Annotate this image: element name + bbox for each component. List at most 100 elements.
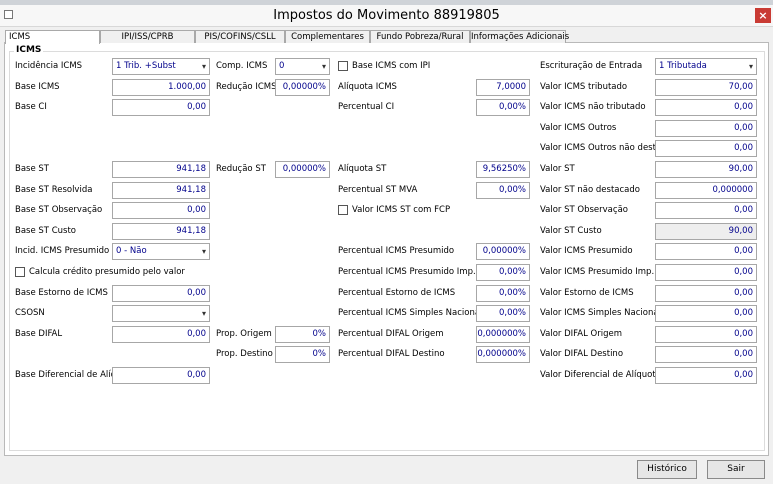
field-label: Percentual CI bbox=[338, 102, 395, 113]
text-field[interactable]: 0% bbox=[275, 325, 330, 343]
field-label: Base Diferencial de Alíq. bbox=[15, 370, 119, 380]
text-field[interactable]: 0,00% bbox=[476, 264, 530, 281]
field-label: Base CI bbox=[15, 102, 47, 113]
tab[interactable]: ICMS bbox=[5, 30, 100, 44]
text-field[interactable]: 0,00 bbox=[655, 284, 757, 302]
text-field[interactable]: 941,18 bbox=[112, 161, 210, 178]
field-label: Valor ST Observação bbox=[540, 205, 628, 216]
text-field[interactable]: 1.000,00 bbox=[112, 78, 210, 96]
text-field[interactable]: 0,000000% bbox=[476, 346, 530, 364]
field-label: CSOSN bbox=[15, 308, 45, 319]
field-label: Percentual Estorno de ICMS bbox=[338, 287, 456, 298]
field-label: Escrituração de Entrada bbox=[540, 61, 643, 71]
field-label: Valor ICMS Simples Nacional bbox=[540, 308, 661, 319]
tab[interactable]: IPI/ISS/CPRB bbox=[100, 30, 195, 43]
text-field[interactable]: 0,00 bbox=[655, 140, 757, 158]
text-field[interactable]: 0,00 bbox=[112, 99, 210, 117]
text-field[interactable]: 0,00 bbox=[655, 346, 757, 364]
text-field[interactable]: 0,00% bbox=[476, 99, 530, 117]
field-label: Percentual ST MVA bbox=[338, 184, 418, 195]
tab[interactable]: PIS/COFINS/CSLL bbox=[195, 30, 285, 43]
text-field[interactable]: 941,18 bbox=[112, 222, 210, 240]
text-field[interactable]: 0,00 bbox=[655, 325, 757, 343]
close-button[interactable]: × bbox=[755, 8, 771, 23]
text-field[interactable]: 0,00 bbox=[112, 325, 210, 343]
text-field[interactable]: 0,000000 bbox=[655, 181, 757, 199]
text-field[interactable]: 0,00 bbox=[655, 367, 757, 384]
field-label: Valor ICMS Outros bbox=[540, 122, 617, 133]
text-field[interactable]: 0,00 bbox=[112, 284, 210, 302]
text-field: 90,00 bbox=[655, 222, 757, 240]
field-label: Base DIFAL bbox=[15, 328, 63, 339]
field-label: Redução ST bbox=[216, 164, 266, 174]
text-field[interactable]: 90,00 bbox=[655, 161, 757, 178]
checkbox-label: Base ICMS com IPI bbox=[352, 61, 431, 71]
field-label: Base Estorno de ICMS bbox=[15, 287, 108, 298]
text-field[interactable]: 70,00 bbox=[655, 78, 757, 96]
text-field[interactable]: 0,00% bbox=[476, 284, 530, 302]
group-title: ICMS bbox=[14, 45, 44, 55]
text-field[interactable]: 0,00 bbox=[112, 367, 210, 384]
dropdown-arrow: ▾ bbox=[201, 309, 206, 319]
field-label: Valor ICMS não tributado bbox=[540, 102, 646, 113]
dropdown-arrow: ▾ bbox=[201, 247, 206, 257]
field-label: Valor ST Custo bbox=[540, 225, 602, 236]
text-field[interactable]: 7,0000 bbox=[476, 78, 530, 96]
parent-window-strip bbox=[0, 0, 773, 5]
button[interactable]: Histórico bbox=[637, 460, 697, 479]
window-icon bbox=[4, 10, 13, 19]
checkbox-label: Calcula crédito presumido pelo valor bbox=[29, 267, 185, 277]
field-label: Base ST Resolvida bbox=[15, 184, 93, 195]
field-label: Valor Estorno de ICMS bbox=[540, 287, 634, 298]
text-field[interactable]: 0,00 bbox=[655, 305, 757, 323]
field-label: Valor ICMS Presumido Imp. PR bbox=[540, 267, 668, 277]
dropdown[interactable]: 1 Trib. +Subst ▾ bbox=[112, 58, 210, 75]
field-label: Valor ICMS Outros não dest. bbox=[540, 143, 659, 154]
tab[interactable]: Fundo Pobreza/Rural bbox=[370, 30, 470, 43]
field-label: Base ICMS bbox=[15, 81, 60, 92]
field-label: Percentual DIFAL Destino bbox=[338, 349, 445, 360]
tab[interactable]: Informações Adicionais bbox=[470, 30, 570, 43]
text-field[interactable]: 0,00000% bbox=[275, 161, 330, 178]
field-label: Percentual ICMS Simples Nacional bbox=[338, 308, 483, 319]
dropdown[interactable]: 0 - Não ▾ bbox=[112, 243, 210, 261]
field-label: Incid. ICMS Presumido bbox=[15, 246, 110, 257]
text-field[interactable]: 0% bbox=[275, 346, 330, 364]
text-field[interactable]: 0,00000% bbox=[476, 243, 530, 261]
field-label: Valor ST não destacado bbox=[540, 184, 640, 195]
field-label: Redução ICMS bbox=[216, 81, 277, 92]
dropdown-arrow: ▾ bbox=[321, 62, 326, 71]
text-field[interactable]: 0,00% bbox=[476, 181, 530, 199]
field-label: Base ST bbox=[15, 164, 49, 174]
checkbox[interactable] bbox=[15, 267, 25, 277]
field-label: Valor ST bbox=[540, 164, 575, 174]
text-field[interactable]: 9,56250% bbox=[476, 161, 530, 178]
field-label: Base ST Custo bbox=[15, 225, 76, 236]
text-field[interactable]: 0,00 bbox=[655, 202, 757, 220]
window-title: Impostos do Movimento 88919805 bbox=[273, 8, 500, 23]
text-field[interactable]: 0,00 bbox=[655, 264, 757, 281]
field-label: Valor Diferencial de Alíquota bbox=[540, 370, 661, 380]
text-field[interactable]: 0,00% bbox=[476, 305, 530, 323]
field-label: Percentual DIFAL Origem bbox=[338, 328, 444, 339]
checkbox[interactable] bbox=[338, 205, 348, 216]
field-label: Alíquota ST bbox=[338, 164, 387, 174]
button[interactable]: Sair bbox=[707, 460, 765, 479]
field-label: Comp. ICMS bbox=[216, 61, 268, 71]
checkbox[interactable] bbox=[338, 61, 348, 71]
text-field[interactable]: 0,000000% bbox=[476, 325, 530, 343]
text-field[interactable]: 941,18 bbox=[112, 181, 210, 199]
title-bar bbox=[0, 5, 773, 27]
text-field[interactable]: 0,00 bbox=[112, 202, 210, 220]
tab[interactable]: Complementares bbox=[285, 30, 370, 43]
text-field[interactable]: 0,00 bbox=[655, 243, 757, 261]
field-label: Alíquota ICMS bbox=[338, 81, 397, 92]
dropdown[interactable]: 1 Tributada ▾ bbox=[655, 58, 757, 75]
text-field[interactable]: 0,00000% bbox=[275, 78, 330, 96]
dropdown[interactable]: ▾ bbox=[112, 305, 210, 323]
text-field[interactable]: 0,00 bbox=[655, 119, 757, 137]
dropdown[interactable]: 0 ▾ bbox=[275, 58, 330, 75]
field-label: Prop. Destino bbox=[216, 349, 273, 360]
text-field[interactable]: 0,00 bbox=[655, 99, 757, 117]
field-label: Valor DIFAL Origem bbox=[540, 328, 622, 339]
